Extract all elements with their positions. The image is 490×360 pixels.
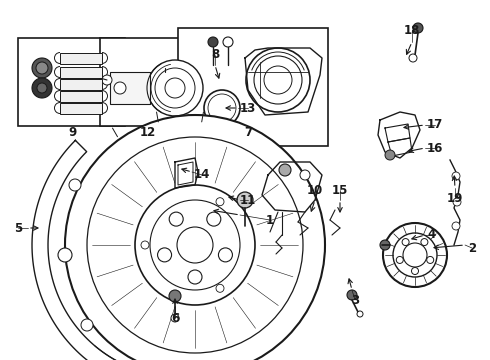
Text: 6: 6 [171, 311, 179, 324]
Text: 2: 2 [468, 242, 476, 255]
Circle shape [208, 94, 236, 122]
Text: 4: 4 [428, 229, 436, 242]
Circle shape [402, 239, 409, 246]
Text: 15: 15 [332, 184, 348, 197]
Circle shape [36, 62, 48, 74]
Text: 10: 10 [307, 184, 323, 197]
Text: 9: 9 [68, 126, 76, 139]
Circle shape [254, 56, 302, 104]
Text: 16: 16 [427, 141, 443, 154]
Circle shape [237, 192, 253, 208]
Circle shape [141, 241, 149, 249]
Circle shape [81, 319, 93, 331]
Circle shape [208, 37, 218, 47]
Circle shape [385, 150, 395, 160]
Circle shape [453, 198, 461, 206]
Polygon shape [175, 158, 198, 188]
Circle shape [37, 83, 47, 93]
Circle shape [383, 223, 447, 287]
Text: 12: 12 [140, 126, 156, 139]
Text: 1: 1 [266, 213, 274, 226]
Circle shape [409, 54, 417, 62]
Text: 13: 13 [240, 102, 256, 114]
Circle shape [171, 314, 179, 322]
Circle shape [216, 284, 224, 292]
Bar [60, 53, 102, 64]
Circle shape [207, 212, 221, 226]
Polygon shape [262, 162, 322, 212]
Circle shape [188, 270, 202, 284]
Circle shape [150, 200, 240, 290]
Circle shape [58, 248, 72, 262]
Text: 3: 3 [351, 293, 359, 306]
Circle shape [216, 198, 224, 206]
Circle shape [246, 48, 310, 112]
Circle shape [169, 212, 183, 226]
Circle shape [223, 37, 233, 47]
Circle shape [452, 222, 460, 230]
Polygon shape [178, 162, 193, 185]
Circle shape [403, 243, 427, 267]
Circle shape [177, 227, 213, 263]
Circle shape [357, 311, 363, 317]
Circle shape [165, 78, 185, 98]
Text: 5: 5 [14, 221, 22, 234]
Circle shape [147, 60, 203, 116]
Circle shape [219, 248, 232, 262]
Circle shape [114, 82, 126, 94]
Circle shape [102, 75, 112, 85]
Polygon shape [388, 138, 412, 156]
Circle shape [87, 137, 303, 353]
Circle shape [393, 233, 437, 277]
Text: 11: 11 [240, 194, 256, 207]
Circle shape [396, 256, 403, 264]
Circle shape [412, 267, 418, 274]
Circle shape [32, 78, 52, 98]
Circle shape [65, 115, 325, 360]
Circle shape [135, 185, 255, 305]
Bar [110, 72, 150, 104]
Text: 14: 14 [194, 168, 210, 181]
Circle shape [32, 58, 52, 78]
Bar [60, 91, 102, 102]
Text: 19: 19 [447, 192, 463, 204]
Circle shape [300, 170, 310, 180]
Circle shape [413, 23, 423, 33]
Circle shape [169, 290, 181, 302]
Bar [60, 79, 102, 90]
Text: 18: 18 [404, 23, 420, 36]
Circle shape [155, 68, 195, 108]
Text: 17: 17 [427, 118, 443, 131]
Bar [60, 67, 102, 78]
Text: 8: 8 [211, 49, 219, 62]
Circle shape [279, 164, 291, 176]
Circle shape [204, 90, 240, 126]
Circle shape [264, 66, 292, 94]
Polygon shape [385, 124, 410, 142]
Bar [60, 103, 102, 114]
Polygon shape [378, 112, 420, 158]
Polygon shape [32, 140, 180, 360]
Circle shape [158, 248, 172, 262]
Bar [178, 28, 328, 146]
Text: 7: 7 [244, 126, 252, 139]
Polygon shape [245, 48, 322, 115]
Circle shape [427, 256, 434, 264]
Circle shape [421, 239, 428, 246]
Circle shape [347, 290, 357, 300]
Circle shape [69, 179, 81, 191]
Bar [100, 38, 208, 126]
Circle shape [380, 240, 390, 250]
Circle shape [452, 172, 460, 180]
Bar [18, 38, 125, 126]
